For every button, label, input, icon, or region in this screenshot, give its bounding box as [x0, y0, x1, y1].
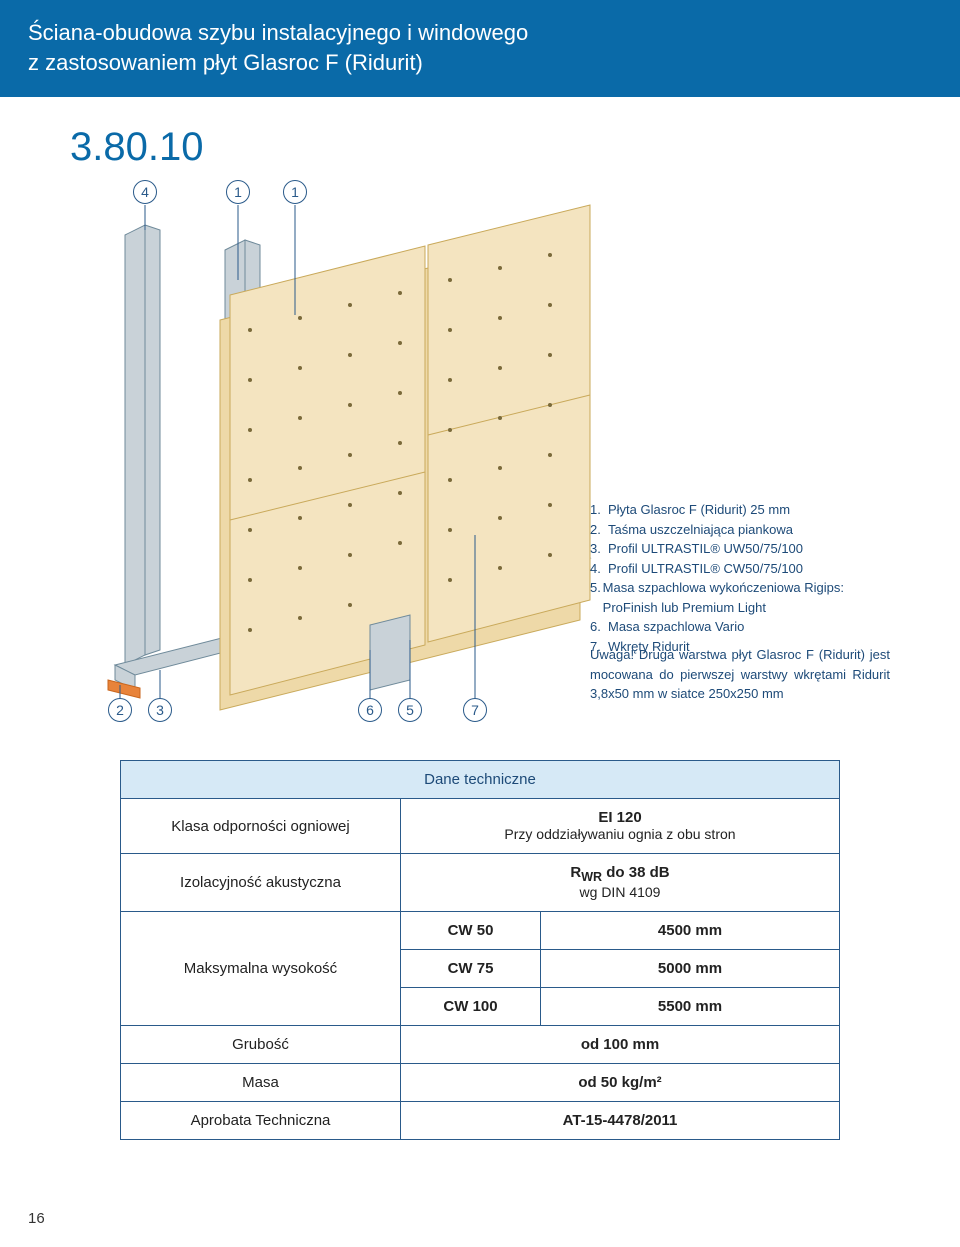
table-header-row: Dane techniczne	[121, 761, 840, 799]
table-row: Aprobata Techniczna AT-15-4478/2011	[121, 1102, 840, 1140]
legend-item: 4.Profil ULTRASTIL® CW50/75/100	[590, 559, 890, 579]
table-row: Izolacyjność akustyczna RWR do 38 dB wg …	[121, 854, 840, 912]
height-value: 4500 mm	[541, 912, 840, 950]
page-number: 16	[28, 1210, 45, 1227]
document-number: 3.80.10	[70, 125, 960, 170]
row-value: od 50 kg/m²	[401, 1064, 840, 1102]
row-value: RWR do 38 dB wg DIN 4109	[401, 854, 840, 912]
height-profile: CW 50	[401, 912, 541, 950]
height-profile: CW 75	[401, 950, 541, 988]
row-value: EI 120 Przy oddziaływaniu ognia z obu st…	[401, 799, 840, 854]
row-label: Klasa odporności ogniowej	[121, 799, 401, 854]
table-row: Klasa odporności ogniowej EI 120 Przy od…	[121, 799, 840, 854]
legend-item: 3.Profil ULTRASTIL® UW50/75/100	[590, 539, 890, 559]
page-header: Ściana-obudowa szybu instalacyjnego i wi…	[0, 0, 960, 97]
height-profile: CW 100	[401, 988, 541, 1026]
row-label: Aprobata Techniczna	[121, 1102, 401, 1140]
header-line1: Ściana-obudowa szybu instalacyjnego i wi…	[28, 18, 932, 48]
table-row: Maksymalna wysokość CW 50 4500 mm	[121, 912, 840, 950]
legend-item: 6.Masa szpachlowa Vario	[590, 617, 890, 637]
row-value: AT-15-4478/2011	[401, 1102, 840, 1140]
table-row: Grubość od 100 mm	[121, 1026, 840, 1064]
technical-diagram: 4 1 1 2 3 6 5 7 1.Płyta Glasroc F (Ridur…	[70, 180, 890, 710]
legend-item: 5.Masa szpachlowa wykończeniowa Rigips: …	[590, 578, 890, 617]
legend-note: Uwaga! Druga warstwa płyt Glasroc F (Rid…	[590, 645, 890, 704]
height-value: 5500 mm	[541, 988, 840, 1026]
table-header: Dane techniczne	[121, 761, 840, 799]
table-row: Masa od 50 kg/m²	[121, 1064, 840, 1102]
row-label: Masa	[121, 1064, 401, 1102]
row-label: Izolacyjność akustyczna	[121, 854, 401, 912]
row-label: Maksymalna wysokość	[121, 912, 401, 1026]
legend: 1.Płyta Glasroc F (Ridurit) 25 mm 2.Taśm…	[590, 500, 890, 656]
legend-item: 1.Płyta Glasroc F (Ridurit) 25 mm	[590, 500, 890, 520]
row-label: Grubość	[121, 1026, 401, 1064]
row-value: od 100 mm	[401, 1026, 840, 1064]
header-line2: z zastosowaniem płyt Glasroc F (Ridurit)	[28, 48, 932, 78]
height-value: 5000 mm	[541, 950, 840, 988]
legend-item: 2.Taśma uszczelniająca piankowa	[590, 520, 890, 540]
data-table: Dane techniczne Klasa odporności ogniowe…	[120, 760, 840, 1140]
